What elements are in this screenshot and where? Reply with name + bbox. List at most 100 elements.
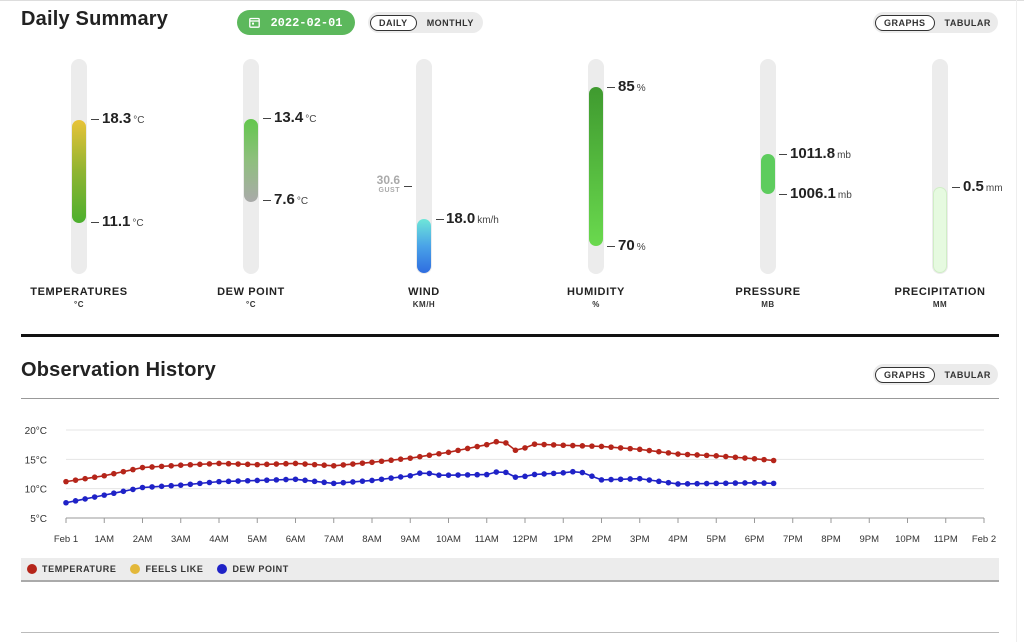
data-point[interactable] [426,470,433,477]
data-point[interactable] [751,480,758,486]
data-point[interactable] [503,440,509,446]
data-point[interactable] [493,438,500,445]
data-point[interactable] [244,477,251,484]
data-point[interactable] [646,447,653,454]
data-point[interactable] [264,477,270,483]
data-point[interactable] [244,461,251,468]
data-point[interactable] [656,478,662,485]
data-point[interactable] [550,442,557,448]
data-point[interactable] [598,443,605,450]
data-point[interactable] [292,460,299,467]
data-point[interactable] [359,460,366,466]
data-point[interactable] [713,480,720,487]
data-point[interactable] [436,472,442,478]
data-point[interactable] [111,490,117,497]
data-point[interactable] [541,441,547,448]
data-point[interactable] [321,462,327,469]
data-point[interactable] [732,480,739,486]
data-point[interactable] [177,482,184,488]
data-point[interactable] [302,477,308,484]
data-point[interactable] [397,456,404,462]
data-point[interactable] [187,461,194,468]
monthly-toggle[interactable]: MONTHLY [426,17,474,28]
data-point[interactable] [436,450,442,457]
data-point[interactable] [101,472,108,479]
data-point[interactable] [321,479,327,486]
data-point[interactable] [197,461,203,468]
legend-feels-like[interactable]: FEELS LIKE [130,564,203,574]
data-point[interactable] [158,463,165,470]
data-point[interactable] [742,480,748,486]
data-point[interactable] [359,478,366,484]
data-point[interactable] [407,472,414,479]
data-point[interactable] [560,470,567,476]
data-point[interactable] [636,446,643,453]
data-point[interactable] [761,480,767,486]
data-point[interactable] [225,460,232,467]
data-point[interactable] [751,455,758,462]
data-point[interactable] [417,470,423,476]
summary-graphs-toggle[interactable]: GRAPHS [875,14,935,31]
data-point[interactable] [388,457,394,464]
date-picker-button[interactable]: 2022-02-01 [237,10,355,35]
data-point[interactable] [636,475,643,482]
data-point[interactable] [82,475,88,482]
data-point[interactable] [292,476,299,483]
data-point[interactable] [168,462,174,469]
data-point[interactable] [703,480,710,487]
data-point[interactable] [694,480,700,487]
data-point[interactable] [570,442,576,449]
data-point[interactable] [512,447,519,454]
data-point[interactable] [311,478,318,485]
data-point[interactable] [283,460,289,467]
data-point[interactable] [713,453,720,459]
legend-temperature[interactable]: TEMPERATURE [27,564,116,574]
data-point[interactable] [589,443,595,449]
data-point[interactable] [91,474,98,481]
data-point[interactable] [302,461,308,467]
data-point[interactable] [254,461,261,468]
data-point[interactable] [397,474,404,480]
data-point[interactable] [522,445,528,451]
data-point[interactable] [72,498,79,504]
data-point[interactable] [531,471,538,478]
data-point[interactable] [130,486,136,493]
data-point[interactable] [617,445,624,451]
data-point[interactable] [522,473,528,480]
data-point[interactable] [675,451,681,457]
data-point[interactable] [589,473,595,480]
data-point[interactable] [426,452,433,459]
data-point[interactable] [732,454,739,461]
data-point[interactable] [369,477,375,484]
data-point[interactable] [216,460,222,467]
data-point[interactable] [264,461,270,468]
legend-dew-point[interactable]: DEW POINT [217,564,288,574]
data-point[interactable] [311,461,318,468]
data-point[interactable] [742,455,748,461]
data-point[interactable] [665,479,672,486]
data-point[interactable] [340,479,347,486]
data-point[interactable] [483,471,490,478]
data-point[interactable] [149,484,155,490]
data-point[interactable] [283,476,289,483]
data-point[interactable] [579,469,586,476]
data-point[interactable] [646,477,653,483]
data-point[interactable] [684,451,691,458]
data-point[interactable] [503,469,509,476]
data-point[interactable] [703,452,710,459]
data-point[interactable] [617,476,624,483]
data-point[interactable] [445,472,452,478]
data-point[interactable] [512,474,519,480]
data-point[interactable] [474,471,480,478]
data-point[interactable] [63,499,69,506]
data-point[interactable] [684,481,691,487]
data-point[interactable] [206,461,213,467]
data-point[interactable] [330,462,337,469]
data-point[interactable] [111,470,117,477]
data-point[interactable] [330,480,337,487]
data-point[interactable] [130,466,136,473]
data-point[interactable] [139,484,146,491]
data-point[interactable] [455,447,461,454]
data-point[interactable] [761,456,767,463]
daily-toggle[interactable]: DAILY [370,14,417,31]
